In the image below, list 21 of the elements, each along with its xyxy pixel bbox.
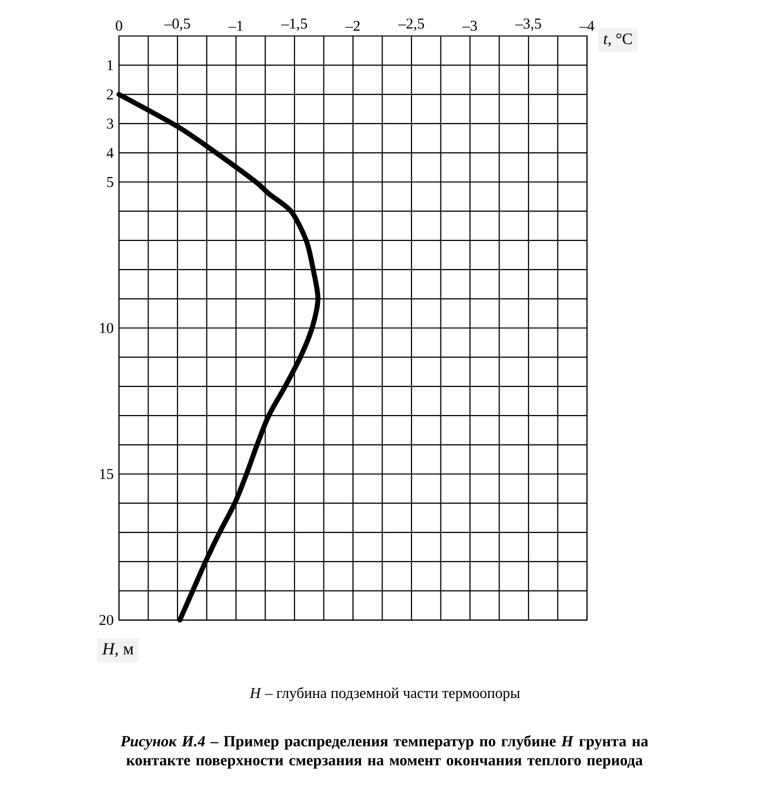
- y-tick-label: 3: [107, 118, 114, 129]
- y-tick-label: 5: [107, 177, 114, 187]
- y-tick-label: 1: [108, 60, 113, 70]
- x-tick-label: 0: [116, 20, 122, 31]
- x-tick-label: –3: [462, 20, 477, 31]
- y-tick-label: 4: [106, 148, 114, 158]
- y-tick-label: 2: [106, 89, 113, 100]
- text: H – глубина подземной части термоопоры: [250, 687, 520, 702]
- y-axis-title: H, м: [102, 643, 134, 657]
- x-tick-label: –2: [345, 20, 360, 31]
- x-tick-label: –1,5: [281, 18, 308, 31]
- x-tick-label: –0,5: [164, 18, 190, 31]
- y-tick-label: 15: [100, 468, 114, 480]
- text: Рисунок И.4 – Пример распределения температур по глубине H грунта на контакте поверхности смерзания на момент окончания теплого периода: [120, 735, 648, 769]
- x-axis-title: t, °C: [604, 33, 632, 47]
- y-tick-label: 20: [99, 614, 114, 626]
- x-tick-label: –2,5: [398, 18, 424, 31]
- x-tick-label: –3,5: [515, 18, 542, 31]
- x-tick-label: –4: [579, 20, 594, 31]
- y-tick-label: 10: [100, 322, 114, 334]
- x-tick-label: –1: [228, 20, 243, 31]
